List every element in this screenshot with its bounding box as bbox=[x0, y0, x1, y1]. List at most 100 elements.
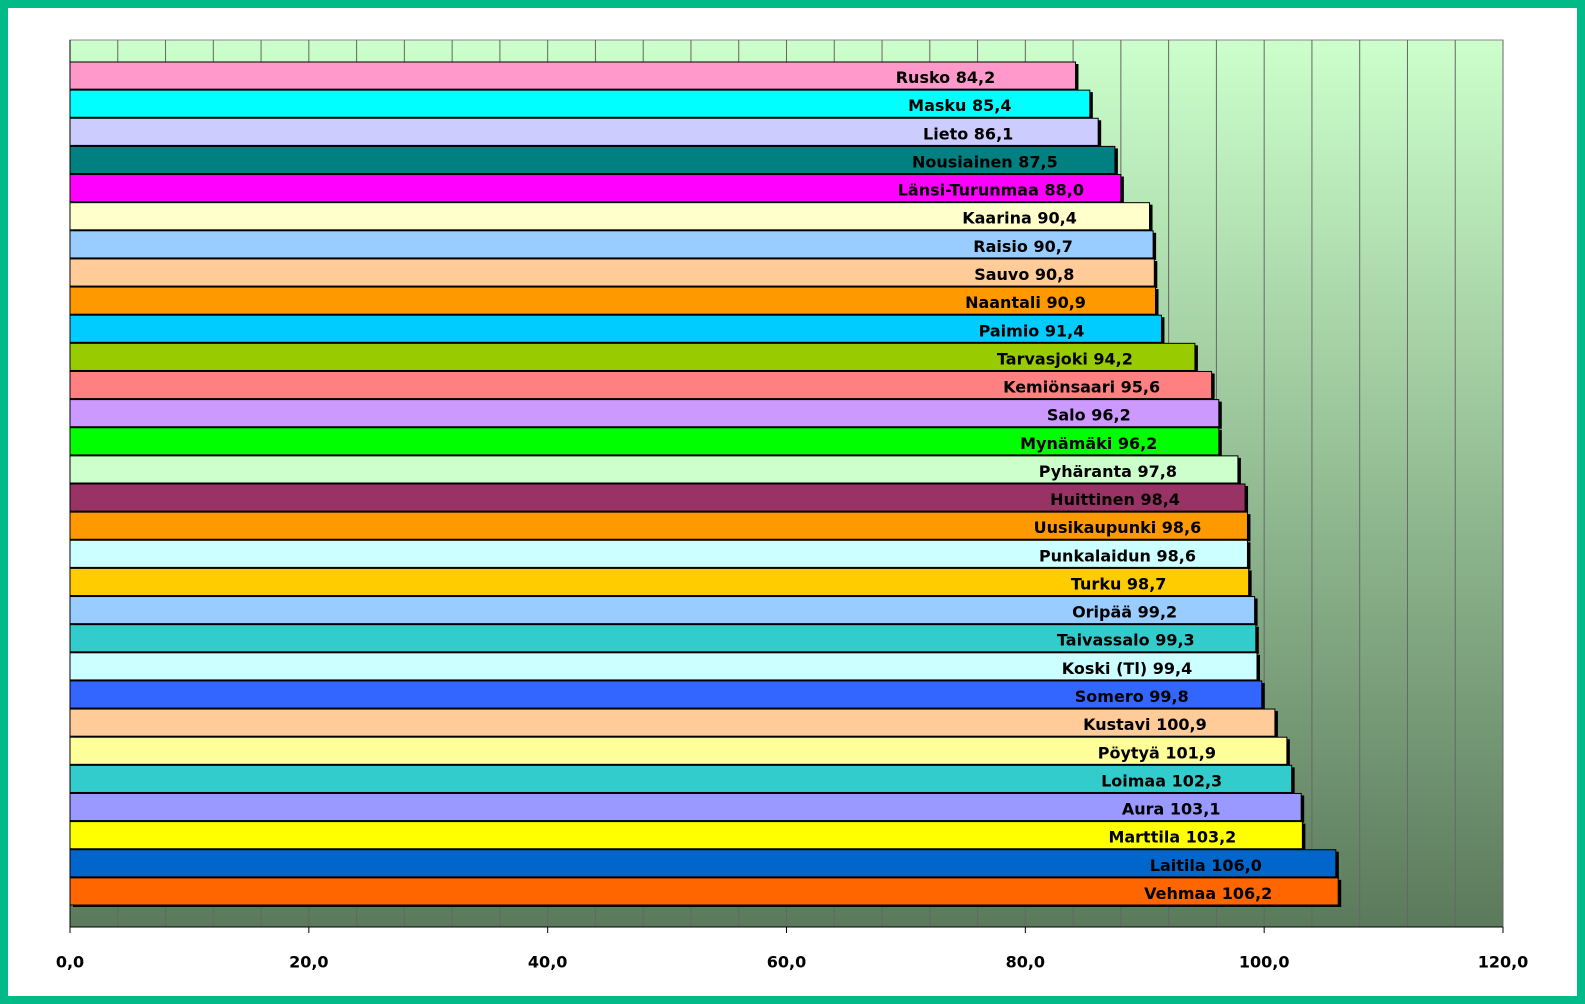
category-label: Kaarina bbox=[962, 208, 1032, 227]
bar-label: Somero 99,8 bbox=[1075, 687, 1189, 706]
category-label: Vehmaa bbox=[1144, 883, 1216, 902]
category-label: Loimaa bbox=[1101, 771, 1166, 790]
bar bbox=[69, 680, 1263, 709]
bar bbox=[69, 624, 1257, 653]
value-label: 86,1 bbox=[974, 124, 1013, 143]
value-label: 84,2 bbox=[956, 68, 995, 87]
value-label: 87,5 bbox=[1018, 152, 1057, 171]
bar-label: Mynämäki 96,2 bbox=[1020, 433, 1157, 452]
bar bbox=[69, 174, 1122, 203]
category-label: Laitila bbox=[1150, 855, 1206, 874]
x-tick-label: 60,0 bbox=[767, 953, 806, 972]
value-label: 106,0 bbox=[1211, 855, 1262, 874]
bar-label: Kaarina 90,4 bbox=[962, 208, 1077, 227]
bar bbox=[69, 89, 1091, 118]
bar-label: Vehmaa 106,2 bbox=[1144, 883, 1272, 902]
category-label: Uusikaupunki bbox=[1034, 518, 1157, 537]
bar-label: Pöytyä 101,9 bbox=[1098, 743, 1216, 762]
value-label: 101,9 bbox=[1165, 743, 1216, 762]
category-label: Marttila bbox=[1108, 827, 1180, 846]
value-label: 85,4 bbox=[972, 96, 1011, 115]
category-label: Paimio bbox=[979, 321, 1040, 340]
value-label: 103,2 bbox=[1186, 827, 1237, 846]
x-tick-label: 40,0 bbox=[528, 953, 567, 972]
value-label: 90,4 bbox=[1037, 208, 1076, 227]
category-label: Salo bbox=[1047, 405, 1086, 424]
bar bbox=[69, 117, 1099, 146]
value-label: 91,4 bbox=[1045, 321, 1084, 340]
category-label: Oripää bbox=[1072, 602, 1132, 621]
x-tick-label: 0,0 bbox=[56, 953, 84, 972]
bar-label: Aura 103,1 bbox=[1122, 799, 1221, 818]
value-label: 95,6 bbox=[1121, 377, 1160, 396]
bar-label: Taivassalo 99,3 bbox=[1057, 630, 1195, 649]
value-label: 98,4 bbox=[1140, 490, 1179, 509]
value-label: 90,9 bbox=[1046, 293, 1085, 312]
bar-label: Lieto 86,1 bbox=[923, 124, 1013, 143]
bar-label: Marttila 103,2 bbox=[1108, 827, 1236, 846]
value-label: 96,2 bbox=[1118, 433, 1157, 452]
bar-label: Punkalaidun 98,6 bbox=[1039, 546, 1196, 565]
category-label: Länsi-Turunmaa bbox=[898, 180, 1039, 199]
value-label: 98,6 bbox=[1162, 518, 1201, 537]
x-tick-label: 100,0 bbox=[1239, 953, 1290, 972]
bar-label: Rusko 84,2 bbox=[896, 68, 996, 87]
bar-label: Oripää 99,2 bbox=[1072, 602, 1177, 621]
bar-label: Naantali 90,9 bbox=[965, 293, 1086, 312]
bar-label: Loimaa 102,3 bbox=[1101, 771, 1222, 790]
category-label: Somero bbox=[1075, 687, 1144, 706]
category-label: Masku bbox=[908, 96, 966, 115]
value-label: 90,7 bbox=[1033, 236, 1072, 255]
category-label: Raisio bbox=[973, 236, 1028, 255]
bar bbox=[69, 792, 1302, 822]
value-label: 98,7 bbox=[1127, 574, 1166, 593]
bar-label: Länsi-Turunmaa 88,0 bbox=[898, 180, 1084, 199]
category-label: Naantali bbox=[965, 293, 1041, 312]
bar-label: Pyhäranta 97,8 bbox=[1039, 461, 1177, 480]
bar bbox=[69, 427, 1220, 456]
bar-label: Huittinen 98,4 bbox=[1050, 490, 1180, 509]
value-label: 103,1 bbox=[1170, 799, 1221, 818]
category-label: Tarvasjoki bbox=[997, 349, 1088, 368]
bar bbox=[69, 708, 1276, 737]
value-label: 99,8 bbox=[1149, 687, 1188, 706]
category-label: Kustavi bbox=[1083, 715, 1150, 734]
bar bbox=[69, 849, 1337, 878]
category-label: Mynämäki bbox=[1020, 433, 1112, 452]
bar bbox=[69, 370, 1213, 400]
category-label: Pyhäranta bbox=[1039, 461, 1132, 480]
bar bbox=[69, 258, 1155, 287]
category-label: Sauvo bbox=[974, 265, 1029, 284]
value-label: 100,9 bbox=[1156, 715, 1207, 734]
value-label: 98,6 bbox=[1156, 546, 1195, 565]
bar bbox=[69, 145, 1116, 175]
category-label: Nousiainen bbox=[912, 152, 1013, 171]
category-label: Huittinen bbox=[1050, 490, 1135, 509]
bar-label: Nousiainen 87,5 bbox=[912, 152, 1058, 171]
bar-label: Turku 98,7 bbox=[1071, 574, 1167, 593]
bar bbox=[69, 596, 1256, 625]
category-label: Punkalaidun bbox=[1039, 546, 1151, 565]
bar-label: Uusikaupunki 98,6 bbox=[1034, 518, 1202, 537]
bar-label: Laitila 106,0 bbox=[1150, 855, 1262, 874]
value-label: 99,3 bbox=[1155, 630, 1194, 649]
value-label: 102,3 bbox=[1172, 771, 1223, 790]
bar-label: Koski (Tl) 99,4 bbox=[1062, 658, 1192, 677]
value-label: 90,8 bbox=[1035, 265, 1074, 284]
category-label: Pöytyä bbox=[1098, 743, 1160, 762]
value-label: 99,4 bbox=[1153, 658, 1192, 677]
bar bbox=[69, 652, 1258, 681]
category-label: Turku bbox=[1071, 574, 1121, 593]
bar bbox=[69, 736, 1288, 765]
bar-label: Masku 85,4 bbox=[908, 96, 1011, 115]
bar bbox=[69, 202, 1151, 231]
bar-label: Kemiönsaari 95,6 bbox=[1003, 377, 1160, 396]
bar bbox=[69, 61, 1076, 90]
value-label: 88,0 bbox=[1044, 180, 1083, 199]
category-label: Kemiönsaari bbox=[1003, 377, 1115, 396]
value-label: 106,2 bbox=[1222, 883, 1273, 902]
bar bbox=[69, 539, 1248, 568]
bar-label: Paimio 91,4 bbox=[979, 321, 1085, 340]
category-label: Taivassalo bbox=[1057, 630, 1150, 649]
